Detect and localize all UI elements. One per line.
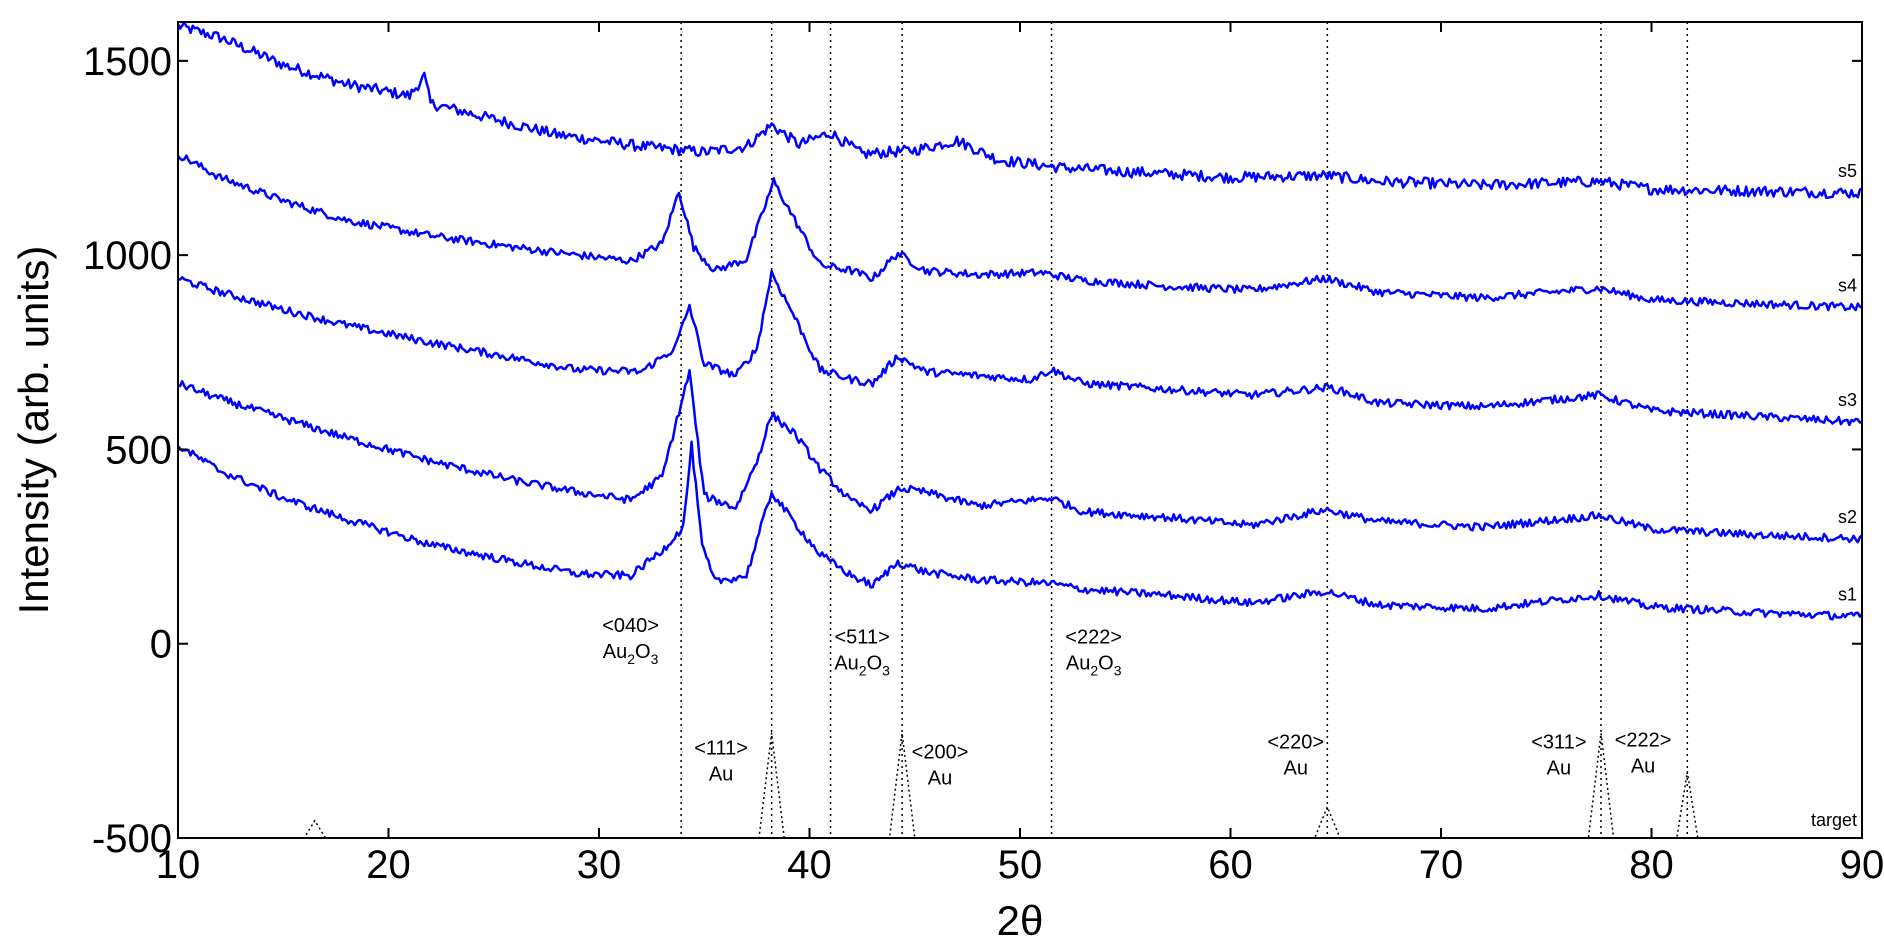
peak-phase: Au <box>709 763 733 785</box>
peak-miller-index: <222> <box>1615 730 1672 752</box>
peak-miller-index: <311> <box>1531 732 1586 754</box>
plot-background <box>178 22 1862 838</box>
y-tick-label: 0 <box>150 623 172 667</box>
reference-lines <box>680 22 1689 838</box>
y-axis: -500 0 500 1000 1500 <box>83 40 1862 861</box>
peak-miller-index: <040> <box>602 615 659 637</box>
series-labels: s5 s4 s3 s2 s1 target <box>1811 161 1857 830</box>
peak-phase: Au <box>1631 756 1655 778</box>
peak-miller-index: <111> <box>694 737 748 759</box>
x-tick-label: 50 <box>998 843 1043 887</box>
x-tick-label: 70 <box>1419 843 1464 887</box>
peak-annotation-5: <220> Au <box>1267 732 1324 780</box>
y-tick-label: -500 <box>92 817 172 861</box>
peak-annotation-3: <111> Au <box>694 737 748 785</box>
peak-miller-index: <200> <box>912 741 969 763</box>
series-line-s4 <box>177 154 1863 312</box>
series-label-s2: s2 <box>1838 507 1857 527</box>
peak-miller-index: <222> <box>1065 627 1122 649</box>
peak-phase: Au2O3 <box>1066 653 1122 679</box>
x-tick-label: 80 <box>1629 843 1674 887</box>
x-tick-label: 90 <box>1840 843 1884 887</box>
peak-phase: Au <box>928 767 952 789</box>
x-tick-label: 60 <box>1208 843 1253 887</box>
peak-annotation-1: <511> Au2O3 <box>834 627 890 679</box>
peak-phase: Au2O3 <box>603 641 659 667</box>
series-label-s5: s5 <box>1838 161 1857 181</box>
peak-annotation-0: <040> Au2O3 <box>602 615 659 667</box>
x-tick-label: 10 <box>156 843 201 887</box>
series-label-s3: s3 <box>1838 390 1857 410</box>
x-tick-label: 30 <box>577 843 622 887</box>
y-axis-title: Intensity (arb. units) <box>10 246 57 615</box>
x-tick-label: 40 <box>787 843 832 887</box>
series-label-target: target <box>1811 810 1857 830</box>
series-label-s4: s4 <box>1838 276 1857 296</box>
peak-annotation-6: <311> Au <box>1531 732 1586 780</box>
peak-miller-index: <511> <box>835 627 890 649</box>
x-tick-label: 20 <box>366 843 411 887</box>
peak-annotation-7: <222> Au <box>1615 730 1672 778</box>
peak-annotations: <040>Au2O3<511>Au2O3<222>Au2O3<111>Au<20… <box>602 615 1671 789</box>
peak-miller-index: <220> <box>1267 732 1324 754</box>
peak-phase: Au <box>1547 758 1571 780</box>
peak-phase: Au <box>1284 758 1308 780</box>
y-tick-label: 1500 <box>83 40 172 84</box>
y-tick-label: 500 <box>105 428 172 472</box>
x-axis-title: 2θ <box>997 897 1044 944</box>
x-axis: 10 20 30 40 50 60 70 80 90 <box>156 22 1884 887</box>
series-line-s1 <box>177 440 1863 621</box>
series-label-s1: s1 <box>1838 585 1857 605</box>
peak-phase: Au2O3 <box>834 653 890 679</box>
series-line-s5 <box>176 20 1863 199</box>
y-tick-label: 1000 <box>83 234 172 278</box>
peak-annotation-2: <222> Au2O3 <box>1065 627 1122 679</box>
series-line-s2 <box>177 369 1863 544</box>
peak-annotation-4: <200> Au <box>912 741 969 789</box>
series-line-s3 <box>177 269 1863 427</box>
